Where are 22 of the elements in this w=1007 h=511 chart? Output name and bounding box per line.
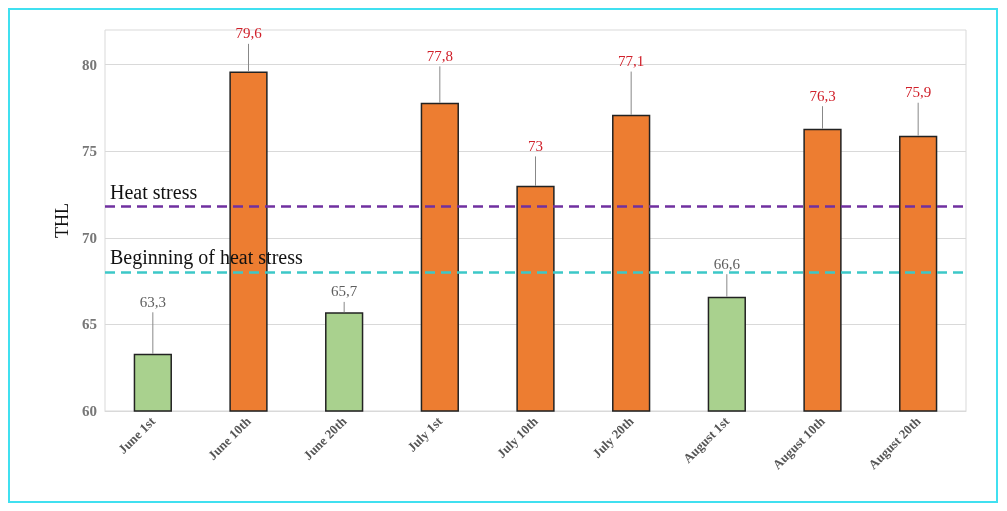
y-tick-label: 60	[82, 403, 97, 419]
data-label: 73	[528, 137, 543, 154]
x-tick-label: July 10th	[493, 413, 542, 461]
y-tick-label: 70	[82, 229, 97, 246]
y-tick-label: 75	[82, 143, 97, 160]
x-tick-label: July 1st	[404, 413, 446, 455]
data-label: 66,6	[713, 255, 741, 272]
ref-line-label: Heat stress	[110, 180, 198, 203]
data-label: 75,9	[905, 84, 932, 101]
data-label: 76,3	[809, 87, 836, 104]
x-tick-label: June 10th	[204, 413, 255, 463]
y-tick-label: 65	[82, 316, 97, 333]
data-label: 77,8	[426, 47, 453, 64]
y-axis-title: THL	[52, 203, 73, 238]
y-tick-label: 80	[82, 56, 97, 73]
data-label: 65,7	[331, 283, 358, 300]
x-tick-label: June 20th	[300, 413, 351, 463]
data-label: 77,1	[618, 53, 645, 70]
x-tick-label: June 1st	[115, 413, 159, 457]
data-label: 79,6	[235, 25, 263, 42]
x-tick-label: July 20th	[589, 413, 638, 461]
data-label: 63,3	[139, 293, 166, 310]
